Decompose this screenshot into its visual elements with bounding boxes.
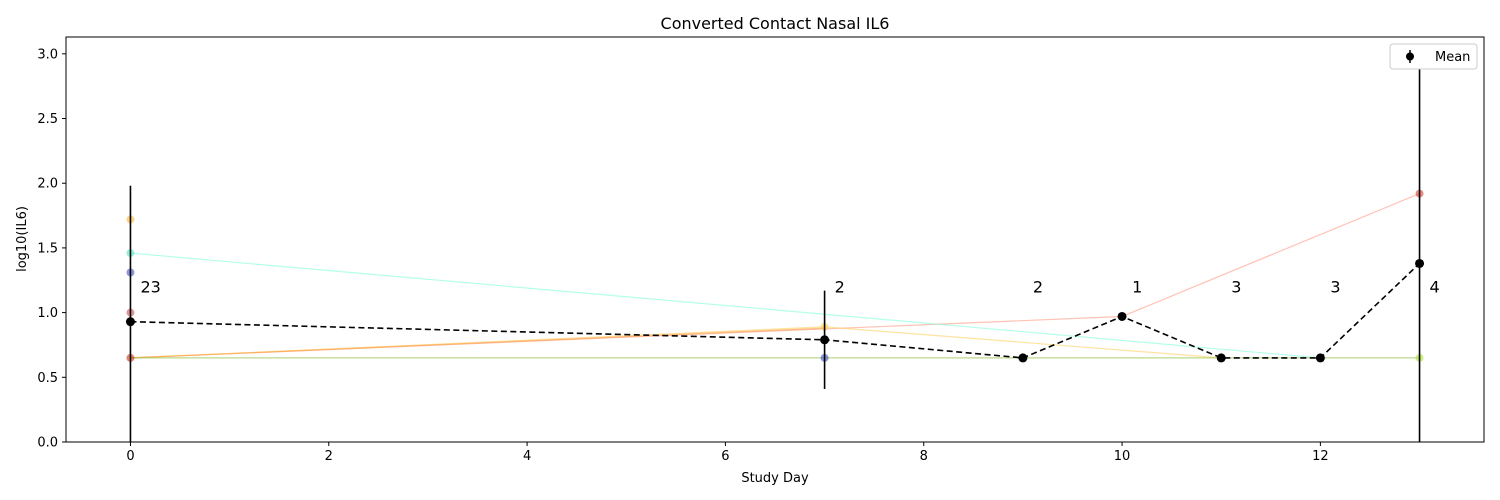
legend-box: [1389, 43, 1478, 70]
mean-line: [130, 262, 1421, 359]
mean-point-5: [1315, 353, 1325, 363]
x-tick-label-6: 12: [1312, 449, 1329, 464]
y-axis: 0.0 0.5 1.0 1.5 2.0 2.5 3.0: [37, 47, 66, 451]
x-tick-label-3: 6: [721, 449, 729, 464]
subject-line-3: [130, 327, 825, 359]
x-tick-label-2: 4: [523, 449, 531, 464]
mean-point-3: [1117, 311, 1127, 321]
y-tick-label-3: 1.5: [37, 241, 58, 256]
legend-mean-marker: [1406, 52, 1414, 61]
x-tick-label-4: 8: [920, 449, 928, 464]
count-label-1: 2: [835, 278, 845, 297]
count-label-2: 2: [1033, 278, 1043, 297]
axes-frame: [65, 36, 1485, 443]
y-tick-label-4: 2.0: [37, 177, 58, 192]
count-label-4: 3: [1231, 278, 1241, 297]
x-tick-label-0: 0: [126, 449, 134, 464]
mean-point-1: [820, 335, 830, 345]
subject-line-0: [130, 193, 1420, 359]
count-label-3: 1: [1132, 278, 1142, 297]
x-axis: 0 2 4 6 8 10 12: [126, 442, 1329, 464]
plot-area: 23 2 2 1 3 3 4: [125, 57, 1440, 442]
y-tick-label-6: 3.0: [37, 47, 58, 62]
y-tick-label-5: 2.5: [37, 112, 58, 127]
y-axis-label: log10(IL6): [15, 206, 30, 272]
subject-line-1: [130, 252, 1321, 359]
mean-point-6: [1415, 258, 1425, 268]
y-tick-label-0: 0.0: [37, 436, 58, 451]
x-tick-label-5: 10: [1114, 449, 1131, 464]
legend-entry-mean: Mean: [1435, 50, 1470, 65]
mean-point-2: [1018, 353, 1028, 363]
count-label-5: 3: [1330, 278, 1340, 297]
mean-point-0: [125, 317, 135, 327]
count-label-0: 23: [140, 278, 160, 297]
x-axis-label: Study Day: [741, 471, 809, 486]
legend: Mean: [1389, 43, 1478, 70]
subject-line-2: [130, 326, 1222, 359]
count-label-6: 4: [1430, 278, 1440, 297]
y-tick-label-1: 0.5: [37, 371, 58, 386]
mean-point-4: [1216, 353, 1226, 363]
y-tick-label-2: 1.0: [37, 306, 58, 321]
chart-title: Converted Contact Nasal IL6: [661, 14, 890, 33]
x-tick-label-1: 2: [325, 449, 333, 464]
